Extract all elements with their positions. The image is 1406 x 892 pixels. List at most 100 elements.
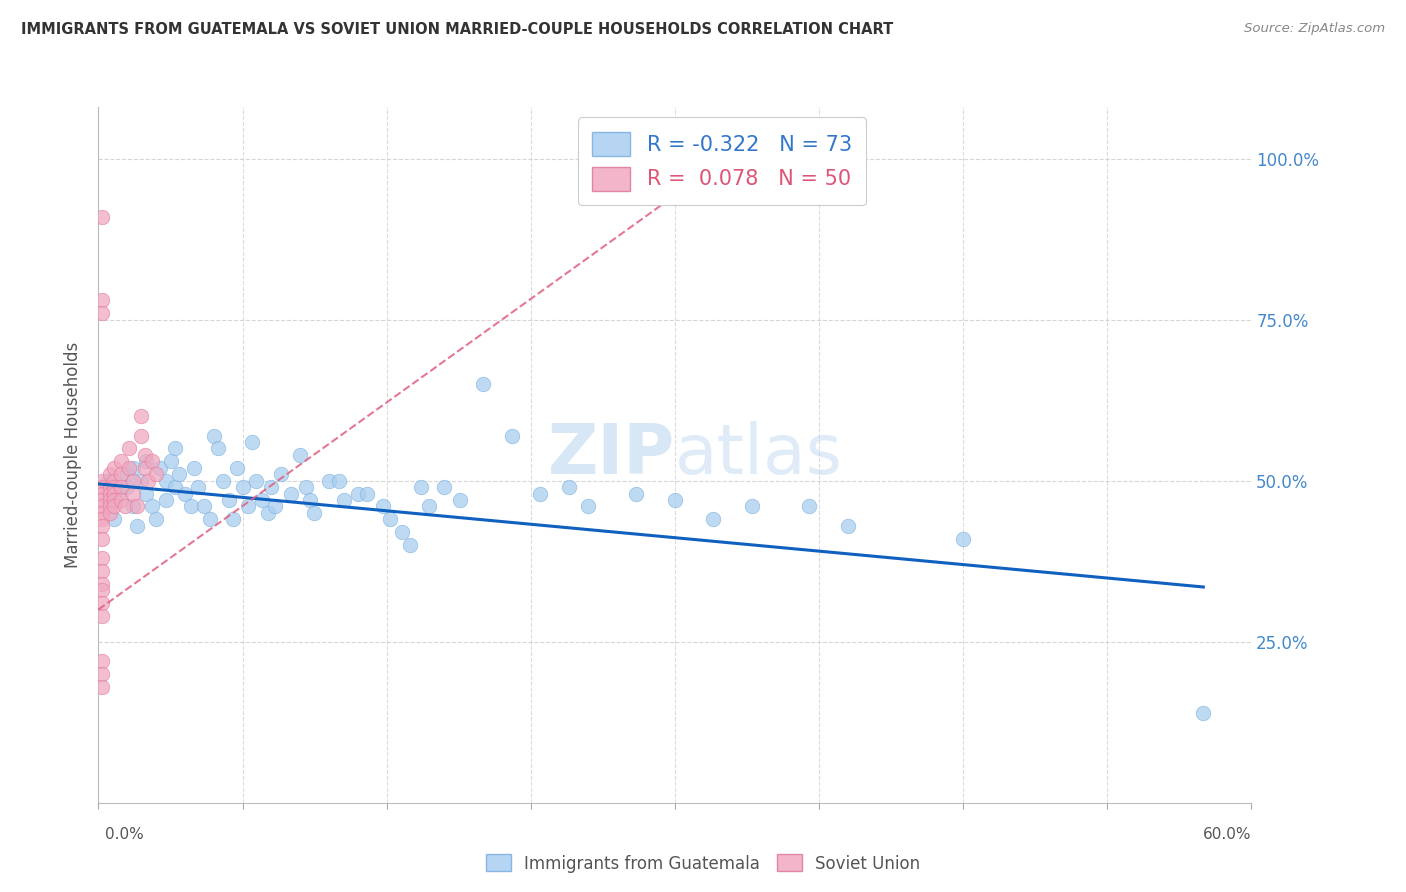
Text: IMMIGRANTS FROM GUATEMALA VS SOVIET UNION MARRIED-COUPLE HOUSEHOLDS CORRELATION : IMMIGRANTS FROM GUATEMALA VS SOVIET UNIO… [21,22,893,37]
Point [134,448,156,462]
Point [91,293,114,308]
Point [91,306,114,320]
Point [91,576,114,591]
Legend: R = -0.322   N = 73, R =  0.078   N = 50: R = -0.322 N = 73, R = 0.078 N = 50 [578,118,866,205]
Point [155,493,177,508]
Point [98,500,121,514]
Point [103,460,125,475]
Point [356,486,378,500]
Point [837,518,859,533]
Point [264,500,287,514]
Point [145,467,167,482]
Point [529,486,551,500]
Point [91,532,114,546]
Point [187,480,209,494]
Point [380,512,402,526]
Point [125,500,148,514]
Point [91,486,114,500]
Point [98,467,121,482]
Point [302,506,325,520]
Point [256,506,278,520]
Point [91,583,114,598]
Point [138,474,160,488]
Point [91,500,114,514]
Point [240,435,263,450]
Point [91,474,114,488]
Text: atlas: atlas [675,421,842,489]
Point [231,480,254,494]
Point [114,500,136,514]
Point [91,680,114,694]
Point [418,500,440,514]
Point [167,467,190,482]
Text: Source: ZipAtlas.com: Source: ZipAtlas.com [1244,22,1385,36]
Point [91,564,114,578]
Point [98,480,121,494]
Point [103,486,125,500]
Point [118,442,141,456]
Point [1192,706,1215,720]
Point [135,454,157,468]
Point [799,500,821,514]
Point [91,551,114,566]
Point [165,442,187,456]
Point [298,493,321,508]
Point [122,500,145,514]
Point [202,428,225,442]
Point [91,609,114,624]
Point [333,493,356,508]
Point [433,480,456,494]
Point [626,486,648,500]
Point [125,518,148,533]
Point [122,474,145,488]
Point [103,480,125,494]
Text: 0.0%: 0.0% [105,827,145,842]
Point [198,512,221,526]
Point [91,518,114,533]
Point [193,500,215,514]
Point [141,500,163,514]
Point [97,474,120,488]
Point [145,512,167,526]
Point [398,538,420,552]
Point [103,493,125,508]
Point [103,500,125,514]
Point [165,480,187,494]
Point [183,460,205,475]
Point [98,486,121,500]
Point [212,474,235,488]
Point [141,454,163,468]
Point [346,486,368,500]
Point [91,506,114,520]
Y-axis label: Married-couple Households: Married-couple Households [65,342,83,568]
Point [91,596,114,610]
Point [155,474,177,488]
Text: ZIP: ZIP [547,421,675,489]
Point [180,500,202,514]
Point [122,460,145,475]
Point [328,474,350,488]
Point [471,377,494,392]
Point [225,460,247,475]
Point [110,454,132,468]
Point [741,500,763,514]
Point [91,654,114,668]
Point [103,474,125,488]
Point [270,467,292,482]
Point [664,493,686,508]
Point [117,467,139,482]
Point [218,493,240,508]
Point [174,486,197,500]
Point [222,512,245,526]
Text: 60.0%: 60.0% [1204,827,1251,842]
Point [295,480,318,494]
Point [558,480,581,494]
Point [411,480,433,494]
Point [129,428,152,442]
Point [110,493,132,508]
Point [280,486,302,500]
Point [110,467,132,482]
Point [118,460,141,475]
Point [103,493,125,508]
Point [122,486,145,500]
